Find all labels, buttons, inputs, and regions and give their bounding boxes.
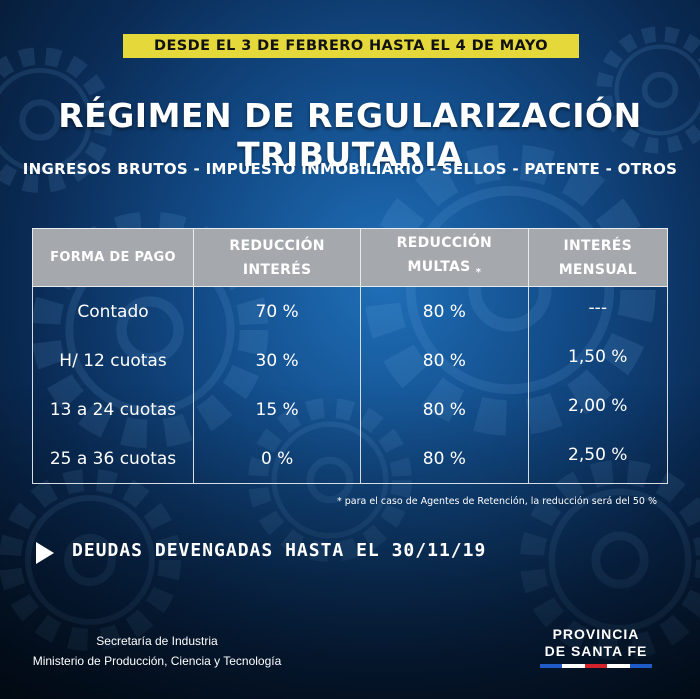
- forma-de-pago-cell: 13 a 24 cuotas: [32, 385, 194, 434]
- reduccion-multas-cell: 80 %: [360, 336, 529, 385]
- play-triangle-icon: [36, 542, 54, 564]
- deudas-label: DEUDAS DEVENGADAS HASTA EL 30/11/19: [72, 540, 487, 561]
- interes-mensual-cell: ---: [527, 282, 668, 332]
- payment-table: FORMA DE PAGO REDUCCIÓN INTERÉS REDUCCIÓ…: [32, 228, 668, 484]
- tax-list-subtitle: INGRESOS BRUTOS - IMPUESTO INMOBILIARIO …: [22, 160, 678, 178]
- interes-mensual-cell: 1,50 %: [527, 332, 668, 381]
- secretaria-label: Secretaría de Industria: [96, 634, 218, 648]
- page-title: RÉGIMEN DE REGULARIZACIÓN TRIBUTARIA: [58, 96, 642, 174]
- reduccion-interes-cell: 30 %: [192, 336, 362, 385]
- interes-mensual-cell: 2,50 %: [527, 430, 668, 480]
- footnote-mark: *: [475, 266, 482, 278]
- logo-line-1: PROVINCIA: [552, 626, 640, 642]
- reduccion-multas-cell: 80 %: [360, 385, 529, 434]
- table-row: H/ 12 cuotas 30 % 80 % 1,50 %: [32, 332, 668, 385]
- reduccion-multas-cell: 80 %: [360, 286, 529, 336]
- header-label: MULTAS: [407, 258, 471, 275]
- table-row: 13 a 24 cuotas 15 % 80 % 2,00 %: [32, 381, 668, 434]
- logo-line-2: DE SANTA FE: [544, 643, 648, 659]
- header-label: FORMA DE PAGO: [50, 249, 176, 265]
- reduccion-interes-cell: 0 %: [192, 434, 362, 484]
- forma-de-pago-cell: Contado: [32, 286, 194, 336]
- table-header-row: FORMA DE PAGO REDUCCIÓN INTERÉS REDUCCIÓ…: [32, 228, 668, 287]
- header-forma-de-pago: FORMA DE PAGO: [32, 228, 194, 287]
- interes-mensual-cell: 2,00 %: [527, 381, 668, 430]
- date-banner: DESDE EL 3 DE FEBRERO HASTA EL 4 DE MAYO: [123, 34, 579, 58]
- flag-segment: [584, 664, 608, 668]
- header-label: REDUCCIÓN: [229, 237, 325, 254]
- flag-stripe: [540, 664, 653, 668]
- reduccion-interes-cell: 15 %: [192, 385, 362, 434]
- flag-segment: [562, 664, 585, 668]
- header-label: MENSUAL: [558, 261, 637, 278]
- table-row: Contado 70 % 80 % ---: [32, 282, 668, 336]
- reduccion-interes-cell: 70 %: [192, 286, 362, 336]
- header-reduccion-interes: REDUCCIÓN INTERÉS: [192, 228, 362, 287]
- header-label: REDUCCIÓN: [396, 234, 493, 251]
- reduccion-multas-cell: 80 %: [360, 434, 529, 484]
- ministerio-label: Ministerio de Producción, Ciencia y Tecn…: [32, 654, 282, 668]
- header-reduccion-multas: REDUCCIÓN MULTAS *: [360, 228, 529, 287]
- header-label: INTERÉS: [563, 237, 633, 254]
- flag-segment: [540, 664, 563, 668]
- flag-segment: [607, 664, 630, 668]
- footnote: * para el caso de Agentes de Retención, …: [337, 496, 657, 507]
- provincia-logo: PROVINCIA DE SANTA FE: [540, 626, 653, 668]
- forma-de-pago-cell: 25 a 36 cuotas: [32, 434, 194, 484]
- table-row: 25 a 36 cuotas 0 % 80 % 2,50 %: [32, 430, 668, 484]
- forma-de-pago-cell: H/ 12 cuotas: [32, 336, 194, 385]
- header-interes-mensual: INTERÉS MENSUAL: [527, 228, 668, 287]
- flag-segment: [629, 664, 653, 668]
- header-label: INTERÉS: [242, 261, 312, 278]
